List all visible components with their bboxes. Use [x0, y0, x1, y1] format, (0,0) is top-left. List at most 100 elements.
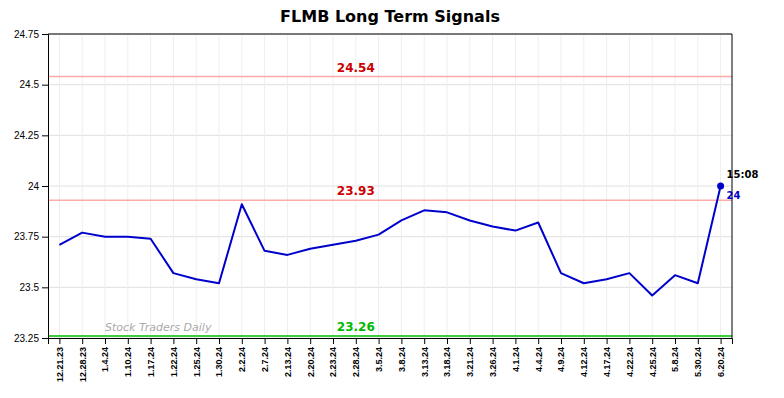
grid-line [333, 34, 334, 338]
grid-line [401, 34, 402, 338]
x-tick-mark [401, 338, 402, 344]
x-tick-label: 2.2.24 [237, 347, 247, 372]
reference-line [48, 76, 732, 78]
grid-line [105, 34, 106, 338]
grid-line [515, 34, 516, 338]
y-tick-label: 24.25 [14, 130, 39, 141]
x-tick: 1.4.24 [100, 338, 110, 372]
reference-label: 24.54 [337, 61, 375, 75]
x-tick: 4.25.24 [648, 338, 658, 377]
x-tick-mark [151, 338, 152, 344]
x-tick: 4.12.24 [579, 338, 589, 377]
grid-line [583, 34, 584, 338]
x-tick: 4.4.24 [534, 338, 544, 372]
x-tick-label: 12.28.23 [78, 347, 88, 382]
x-tick-mark [379, 338, 380, 344]
x-tick-label: 2.23.24 [328, 347, 338, 377]
x-tick-label: 3.26.24 [488, 347, 498, 377]
frame [732, 34, 733, 338]
x-tick-label: 2.28.24 [351, 347, 361, 377]
y-tick-mark [42, 135, 48, 136]
x-tick: 4.17.24 [602, 338, 612, 377]
grid-line [48, 34, 732, 35]
x-tick-mark [287, 338, 288, 344]
x-tick-mark [652, 338, 653, 344]
x-tick-mark [538, 338, 539, 344]
x-tick: 3.5.24 [374, 338, 384, 372]
x-tick-mark [82, 338, 83, 344]
x-tick-mark [196, 338, 197, 344]
y-tick-mark [42, 34, 48, 35]
x-tick: 2.7.24 [260, 338, 270, 372]
x-tick-mark [584, 338, 585, 344]
grid-line [196, 34, 197, 338]
x-tick: 3.26.24 [488, 338, 498, 377]
x-tick-label: 3.13.24 [420, 347, 430, 377]
grid-line [127, 34, 128, 338]
y-tick: 23.75 [14, 231, 48, 242]
x-tick-label: 6.20.24 [716, 347, 726, 377]
x-tick-label: 4.17.24 [602, 347, 612, 377]
y-tick-label: 23.5 [20, 282, 40, 293]
grid-line [310, 34, 311, 338]
x-tick-label: 4.25.24 [648, 347, 658, 377]
x-tick: 1.17.24 [146, 338, 156, 377]
grid-line [82, 34, 83, 338]
x-tick-label: 1.17.24 [146, 347, 156, 377]
x-tick: 3.18.24 [442, 338, 452, 377]
x-tick: 1.22.24 [169, 338, 179, 377]
x-tick-mark [59, 338, 60, 344]
x-axis-line [49, 339, 733, 345]
grid-line [150, 34, 151, 338]
y-tick: 23.5 [20, 282, 48, 293]
x-tick: 12.21.23 [55, 338, 65, 382]
x-tick-mark [675, 338, 676, 344]
grid-line [675, 34, 676, 338]
x-tick-mark [447, 338, 448, 344]
x-tick: 2.28.24 [351, 338, 361, 377]
x-tick-mark [698, 338, 699, 344]
x-tick-mark [242, 338, 243, 344]
x-tick-mark [515, 338, 516, 344]
plot: 12.21.23 12.28.23 1.4.24 1.10.24 1.17.24 1.22… [14, 29, 759, 382]
grid-line [241, 34, 242, 338]
end-time-label: 15:08 [727, 169, 759, 180]
x-tick-label: 5.8.24 [670, 347, 680, 372]
x-tick-label: 2.20.24 [306, 347, 316, 377]
x-tick-label: 3.21.24 [465, 347, 475, 377]
grid-line [287, 34, 288, 338]
x-tick: 3.13.24 [420, 338, 430, 377]
line [59, 186, 720, 295]
x-tick: 1.25.24 [192, 338, 202, 377]
x-axis: 12.21.23 12.28.23 1.4.24 1.10.24 1.17.24 1.22… [49, 338, 733, 382]
x-tick-label: 1.10.24 [123, 347, 133, 377]
grid [48, 34, 732, 338]
grid-line [652, 34, 653, 338]
reference-line [48, 199, 732, 201]
x-tick-mark [493, 338, 494, 344]
x-tick-mark [265, 338, 266, 344]
x-tick-label: 4.22.24 [625, 347, 635, 377]
x-tick-mark [333, 338, 334, 344]
grid-line [173, 34, 174, 338]
x-tick-label: 12.21.23 [55, 347, 65, 382]
x-tick-mark [424, 338, 425, 344]
x-tick-label: 3.18.24 [442, 347, 452, 377]
x-tick-mark [721, 338, 722, 344]
y-tick-mark [42, 85, 48, 86]
x-tick-mark [173, 338, 174, 344]
x-tick-mark [470, 338, 471, 344]
y-tick: 24.75 [14, 29, 48, 40]
grid-line [561, 34, 562, 338]
x-tick-label: 1.22.24 [169, 347, 179, 377]
end-point [717, 183, 724, 190]
grid-line [606, 34, 607, 338]
x-tick-label: 5.30.24 [693, 347, 703, 377]
grid-line [378, 34, 379, 338]
y-tick-label: 24.5 [20, 79, 40, 90]
grid-line [629, 34, 630, 338]
x-tick: 2.2.24 [237, 338, 247, 372]
grid-line [469, 34, 470, 338]
y-tick-label: 24.75 [14, 29, 39, 40]
x-tick: 5.30.24 [693, 338, 703, 377]
